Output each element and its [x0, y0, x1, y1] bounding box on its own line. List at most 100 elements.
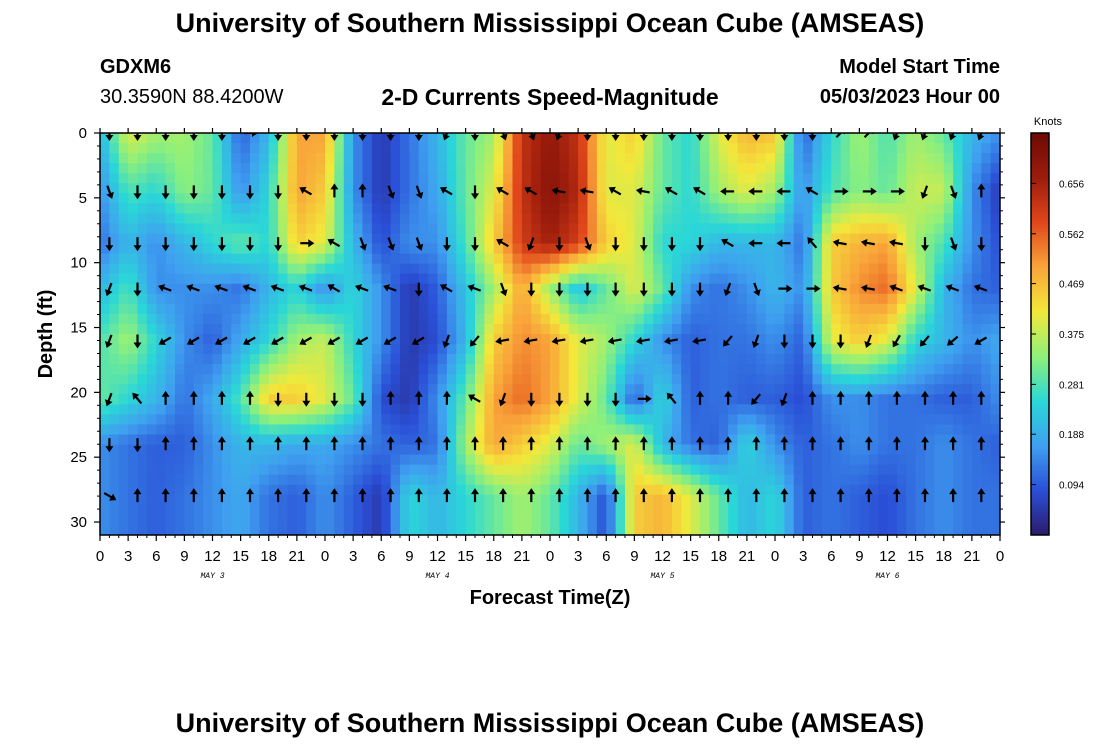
heatmap-cell: [137, 153, 148, 164]
heatmap-cell: [287, 424, 298, 436]
heatmap-cell: [559, 213, 570, 225]
heatmap-cell: [428, 384, 439, 395]
heatmap-cell: [193, 414, 204, 426]
heatmap-cell: [990, 454, 1000, 466]
heatmap-cell: [437, 263, 448, 275]
heatmap-cell: [512, 153, 523, 164]
heatmap-cell: [971, 444, 982, 456]
heatmap-cell: [700, 183, 710, 194]
heatmap-cell: [165, 193, 176, 204]
heatmap-cell: [962, 514, 973, 526]
heatmap-cell: [718, 444, 729, 456]
heatmap-cell: [484, 263, 495, 275]
heatmap-cell: [381, 414, 392, 426]
heatmap-cell: [859, 313, 870, 325]
heatmap-cell: [709, 384, 720, 395]
heatmap-cell: [896, 394, 907, 405]
heatmap-cell: [850, 394, 860, 405]
heatmap-cell: [428, 233, 439, 245]
heatmap-cell: [784, 514, 795, 526]
heatmap-cell: [371, 263, 382, 275]
heatmap-cell: [953, 454, 964, 466]
heatmap-cell: [962, 524, 973, 535]
heatmap-cell: [315, 464, 326, 476]
heatmap-cell: [146, 213, 157, 225]
heatmap-cell: [203, 223, 214, 235]
heatmap-cell: [793, 173, 804, 184]
heatmap-cell: [728, 404, 739, 415]
heatmap-cell: [306, 323, 317, 335]
heatmap-cell: [915, 273, 926, 285]
heatmap-cell: [118, 394, 129, 405]
heatmap-cell: [568, 203, 579, 214]
heatmap-cell: [728, 203, 739, 214]
heatmap-cell: [390, 203, 401, 214]
heatmap-cell: [643, 474, 654, 486]
heatmap-cell: [981, 424, 992, 436]
heatmap-cell: [512, 173, 523, 184]
heatmap-cell: [671, 323, 682, 335]
heatmap-cell: [625, 133, 635, 144]
heatmap-cell: [428, 143, 439, 154]
heatmap-cell: [465, 253, 476, 265]
heatmap-cell: [634, 524, 645, 535]
heatmap-cell: [409, 494, 420, 506]
heatmap-cell: [728, 474, 739, 486]
heatmap-cell: [362, 153, 373, 164]
heatmap-cell: [428, 484, 439, 496]
heatmap-cell: [746, 484, 757, 496]
heatmap-cell: [606, 504, 617, 516]
heatmap-cell: [118, 223, 129, 235]
current-arrow: [579, 336, 594, 345]
heatmap-cell: [784, 203, 795, 214]
heatmap-cell: [690, 374, 701, 385]
heatmap-cell: [446, 203, 457, 214]
heatmap-cell: [390, 344, 401, 355]
heatmap-cell: [859, 263, 870, 275]
heatmap-cell: [915, 424, 926, 436]
heatmap-cell: [184, 153, 195, 164]
heatmap-cell: [428, 524, 439, 535]
heatmap-cell: [325, 313, 335, 325]
heatmap-cell: [953, 293, 964, 305]
heatmap-cell: [512, 394, 523, 405]
heatmap-cell: [765, 143, 776, 154]
heatmap-cell: [175, 494, 185, 506]
heatmap-cell: [362, 394, 373, 405]
heatmap-cell: [775, 404, 785, 415]
heatmap-cell: [287, 193, 298, 204]
heatmap-cell: [400, 143, 410, 154]
current-arrow: [527, 436, 536, 451]
heatmap-cell: [906, 364, 917, 375]
heatmap-cell: [175, 374, 185, 385]
heatmap-cell: [137, 454, 148, 466]
heatmap-cell: [784, 253, 795, 265]
heatmap-cell: [165, 464, 176, 476]
heatmap-cell: [118, 334, 129, 345]
heatmap-cell: [550, 213, 560, 225]
heatmap-cell: [550, 464, 560, 476]
heatmap-cell: [146, 143, 157, 154]
heatmap-cell: [906, 253, 917, 265]
heatmap-cell: [625, 484, 635, 496]
heatmap-cell: [887, 524, 898, 535]
heatmap-cell: [278, 133, 289, 144]
heatmap-cell: [737, 163, 748, 174]
heatmap-cell: [156, 323, 167, 335]
heatmap-cell: [315, 504, 326, 516]
heatmap-cell: [146, 444, 157, 456]
heatmap-cell: [934, 213, 945, 225]
heatmap-cell: [896, 263, 907, 275]
heatmap-cell: [962, 474, 973, 486]
heatmap-cell: [906, 514, 917, 526]
heatmap-cell: [137, 414, 148, 426]
heatmap-cell: [531, 354, 542, 365]
heatmap-cell: [484, 354, 495, 365]
heatmap-cell: [868, 364, 879, 375]
heatmap-cell: [559, 384, 570, 395]
station-coordinates: 30.3590N 88.4200W: [100, 86, 284, 108]
heatmap-cell: [315, 364, 326, 375]
current-arrow: [607, 336, 622, 345]
current-arrow: [920, 185, 929, 199]
heatmap-cell: [165, 434, 176, 446]
